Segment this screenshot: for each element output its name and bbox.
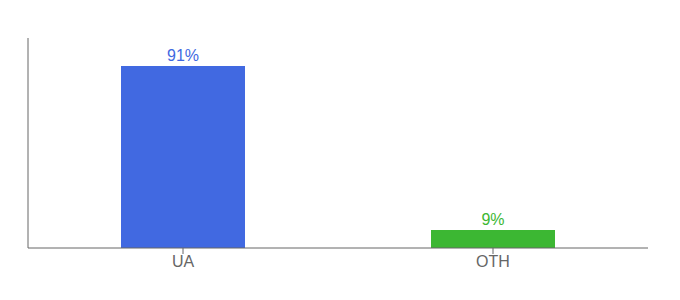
svg-text:9%: 9% (481, 211, 504, 228)
svg-text:UA: UA (172, 253, 195, 270)
svg-text:91%: 91% (167, 47, 199, 64)
svg-text:OTH: OTH (476, 253, 510, 270)
